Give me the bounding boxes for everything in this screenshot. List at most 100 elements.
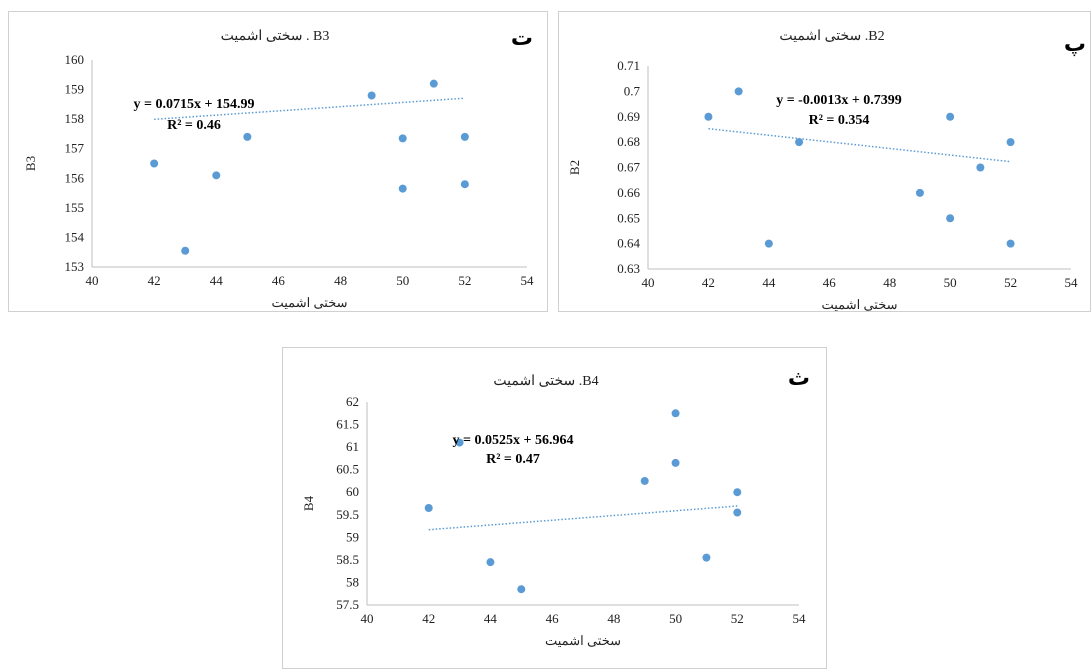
data-point [671,409,680,418]
x-tick-label: 48 [334,273,347,288]
chart-title: سختی اشمیت .B4 [493,374,598,389]
x-tick-label: 44 [484,611,498,626]
data-point [764,239,773,248]
chart-panel-s: 57.5 58 58.5 59 59.5 60 60.5 61 61.5 62 40 42 44 46 48… [282,347,827,669]
y-tick-label: 0.68 [617,134,640,149]
scatter-chart-b3: 153 154 155 156 157 158 159 160 40 42 44 46 48 50 52 54… [23,29,535,310]
y-tick-label: 160 [65,52,85,67]
trendline-equation: y = 0.0715x + 154.99 [134,97,255,112]
x-axis-label: سختی اشمیت [545,633,621,648]
y-tick-label: 153 [65,259,85,274]
x-tick-label: 40 [361,611,374,626]
data-point [795,138,804,147]
x-tick-label: 54 [793,611,807,626]
trendline [708,127,1011,163]
scatter-chart-b4: 57.5 58 58.5 59 59.5 60 60.5 61 61.5 62 40 42 44 46 48… [301,374,807,648]
y-tick-label: 59.5 [336,507,359,522]
y-axis-label: B3 [23,156,38,171]
chart-panel-t: 153 154 155 156 157 158 159 160 40 42 44 46 48 50 52 54… [8,11,548,312]
y-tick-label: 61 [346,439,359,454]
data-point [733,488,742,497]
chart-title: سختی اشمیت . B3 [221,29,330,44]
panel-letter: ت [510,26,533,51]
y-tick-label: 0.67 [617,160,640,175]
scatter-chart-b2: 0.63 0.64 0.65 0.66 0.67 0.68 0.69 0.7 0.71 40 42 4… [567,29,1079,312]
data-point [704,112,713,121]
data-point [150,159,159,168]
y-tick-label: 0.71 [617,58,640,73]
trendline-equation: y = -0.0013x + 0.7399 [776,93,902,108]
data-point [671,458,680,467]
data-point [946,112,955,121]
panel-letter: ث [787,366,810,391]
trendline [154,97,465,121]
x-tick-label: 50 [396,273,409,288]
y-axis-label: B2 [567,160,582,175]
y-tick-label: 62 [346,394,359,409]
y-tick-label: 155 [65,200,85,215]
y-tick-label: 157 [65,141,85,156]
y-tick-label: 0.7 [624,83,641,98]
data-point [424,504,433,513]
r-squared-label: R² = 0.46 [167,118,221,133]
y-tick-label: 159 [65,82,85,97]
data-point [367,91,376,100]
x-tick-label: 42 [148,273,161,288]
data-point [455,438,464,447]
data-point [640,476,649,485]
x-tick-label: 50 [944,275,957,290]
data-point [702,553,711,562]
y-tick-label: 154 [65,229,85,244]
x-tick-label: 48 [883,275,896,290]
x-tick-label: 52 [458,273,471,288]
trendline [428,505,738,531]
y-tick-label: 58.5 [336,552,359,567]
y-tick-label: 61.5 [336,417,359,432]
x-tick-label: 40 [642,275,655,290]
chart-panel-p: 0.63 0.64 0.65 0.66 0.67 0.68 0.69 0.7 0.71 40 42 4… [558,11,1091,312]
data-point [976,163,985,172]
data-point [181,246,190,255]
x-tick-label: 46 [546,611,560,626]
y-tick-label: 60.5 [336,462,359,477]
panel-letter: پ [1063,32,1086,57]
r-squared-label: R² = 0.47 [486,452,540,467]
data-point [212,171,221,180]
y-tick-label: 0.64 [617,236,640,251]
data-point [429,79,438,88]
y-tick-label: 0.69 [617,109,640,124]
x-tick-label: 52 [731,611,744,626]
y-axis-label: B4 [301,495,316,511]
y-tick-label: 59 [346,529,359,544]
data-point [398,184,407,193]
y-tick-label: 60 [346,484,359,499]
y-tick-label: 0.63 [617,261,640,276]
x-tick-label: 50 [669,611,682,626]
y-tick-label: 0.65 [617,210,640,225]
x-tick-label: 44 [762,275,776,290]
x-tick-label: 54 [1065,275,1079,290]
x-tick-label: 40 [86,273,99,288]
data-point [243,132,252,141]
y-tick-label: 158 [65,111,85,126]
data-point [486,558,495,567]
x-tick-label: 54 [521,273,535,288]
x-axis-label: سختی اشمیت [271,295,347,310]
x-tick-label: 44 [210,273,224,288]
data-point [398,134,407,143]
data-point [1006,239,1015,248]
x-tick-label: 48 [607,611,620,626]
x-tick-label: 46 [272,273,286,288]
r-squared-label: R² = 0.354 [809,113,870,128]
trendline-equation: y = 0.0525x + 56.964 [453,433,574,448]
x-tick-label: 42 [702,275,715,290]
x-axis-label: سختی اشمیت [821,297,897,312]
data-point [733,508,742,517]
data-point [734,87,743,96]
y-tick-label: 58 [346,574,359,589]
x-tick-label: 42 [422,611,435,626]
y-tick-label: 156 [65,170,85,185]
y-tick-label: 57.5 [336,597,359,612]
chart-title: سختی اشمیت .B2 [779,29,884,44]
data-point [460,132,469,141]
